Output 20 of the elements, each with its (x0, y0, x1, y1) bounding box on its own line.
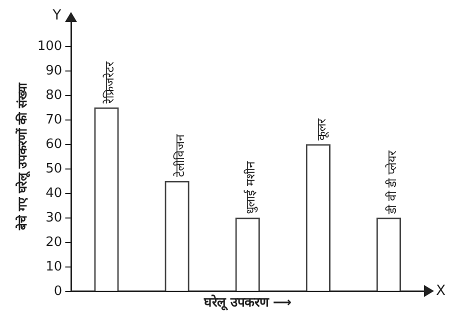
x-tick-label: टेलीविजन (173, 134, 188, 178)
x-tick-label: रेफ्रिजरेटर (102, 60, 117, 104)
y-tick-label: 100 (37, 38, 62, 54)
y-tick-label: 90 (46, 63, 62, 78)
y-tick-label: 20 (46, 234, 62, 250)
y-tick-label: 40 (46, 186, 62, 201)
y-tick-label: 50 (46, 161, 62, 176)
y-tick-label: 0 (54, 284, 62, 299)
y-tick-label: 70 (46, 112, 62, 128)
y-tick-label: 30 (46, 210, 62, 226)
x-axis-title: घरेलू उपकरण ⟶ (202, 294, 292, 311)
x-tick-label: डी वी डी प्लेयर (384, 149, 399, 215)
y-tick-label: 10 (46, 259, 62, 274)
x-tick-label: कूलर (314, 117, 330, 140)
y-tick-label: 80 (46, 88, 62, 103)
y-tick-label: 60 (46, 136, 62, 152)
text: X (436, 283, 446, 300)
x-tick-label: धुलाई मशीन (244, 161, 259, 214)
y-axis-title: बेचे गए घरेलू उपकरणों की संख्या (15, 82, 30, 232)
text: Y (52, 8, 62, 24)
